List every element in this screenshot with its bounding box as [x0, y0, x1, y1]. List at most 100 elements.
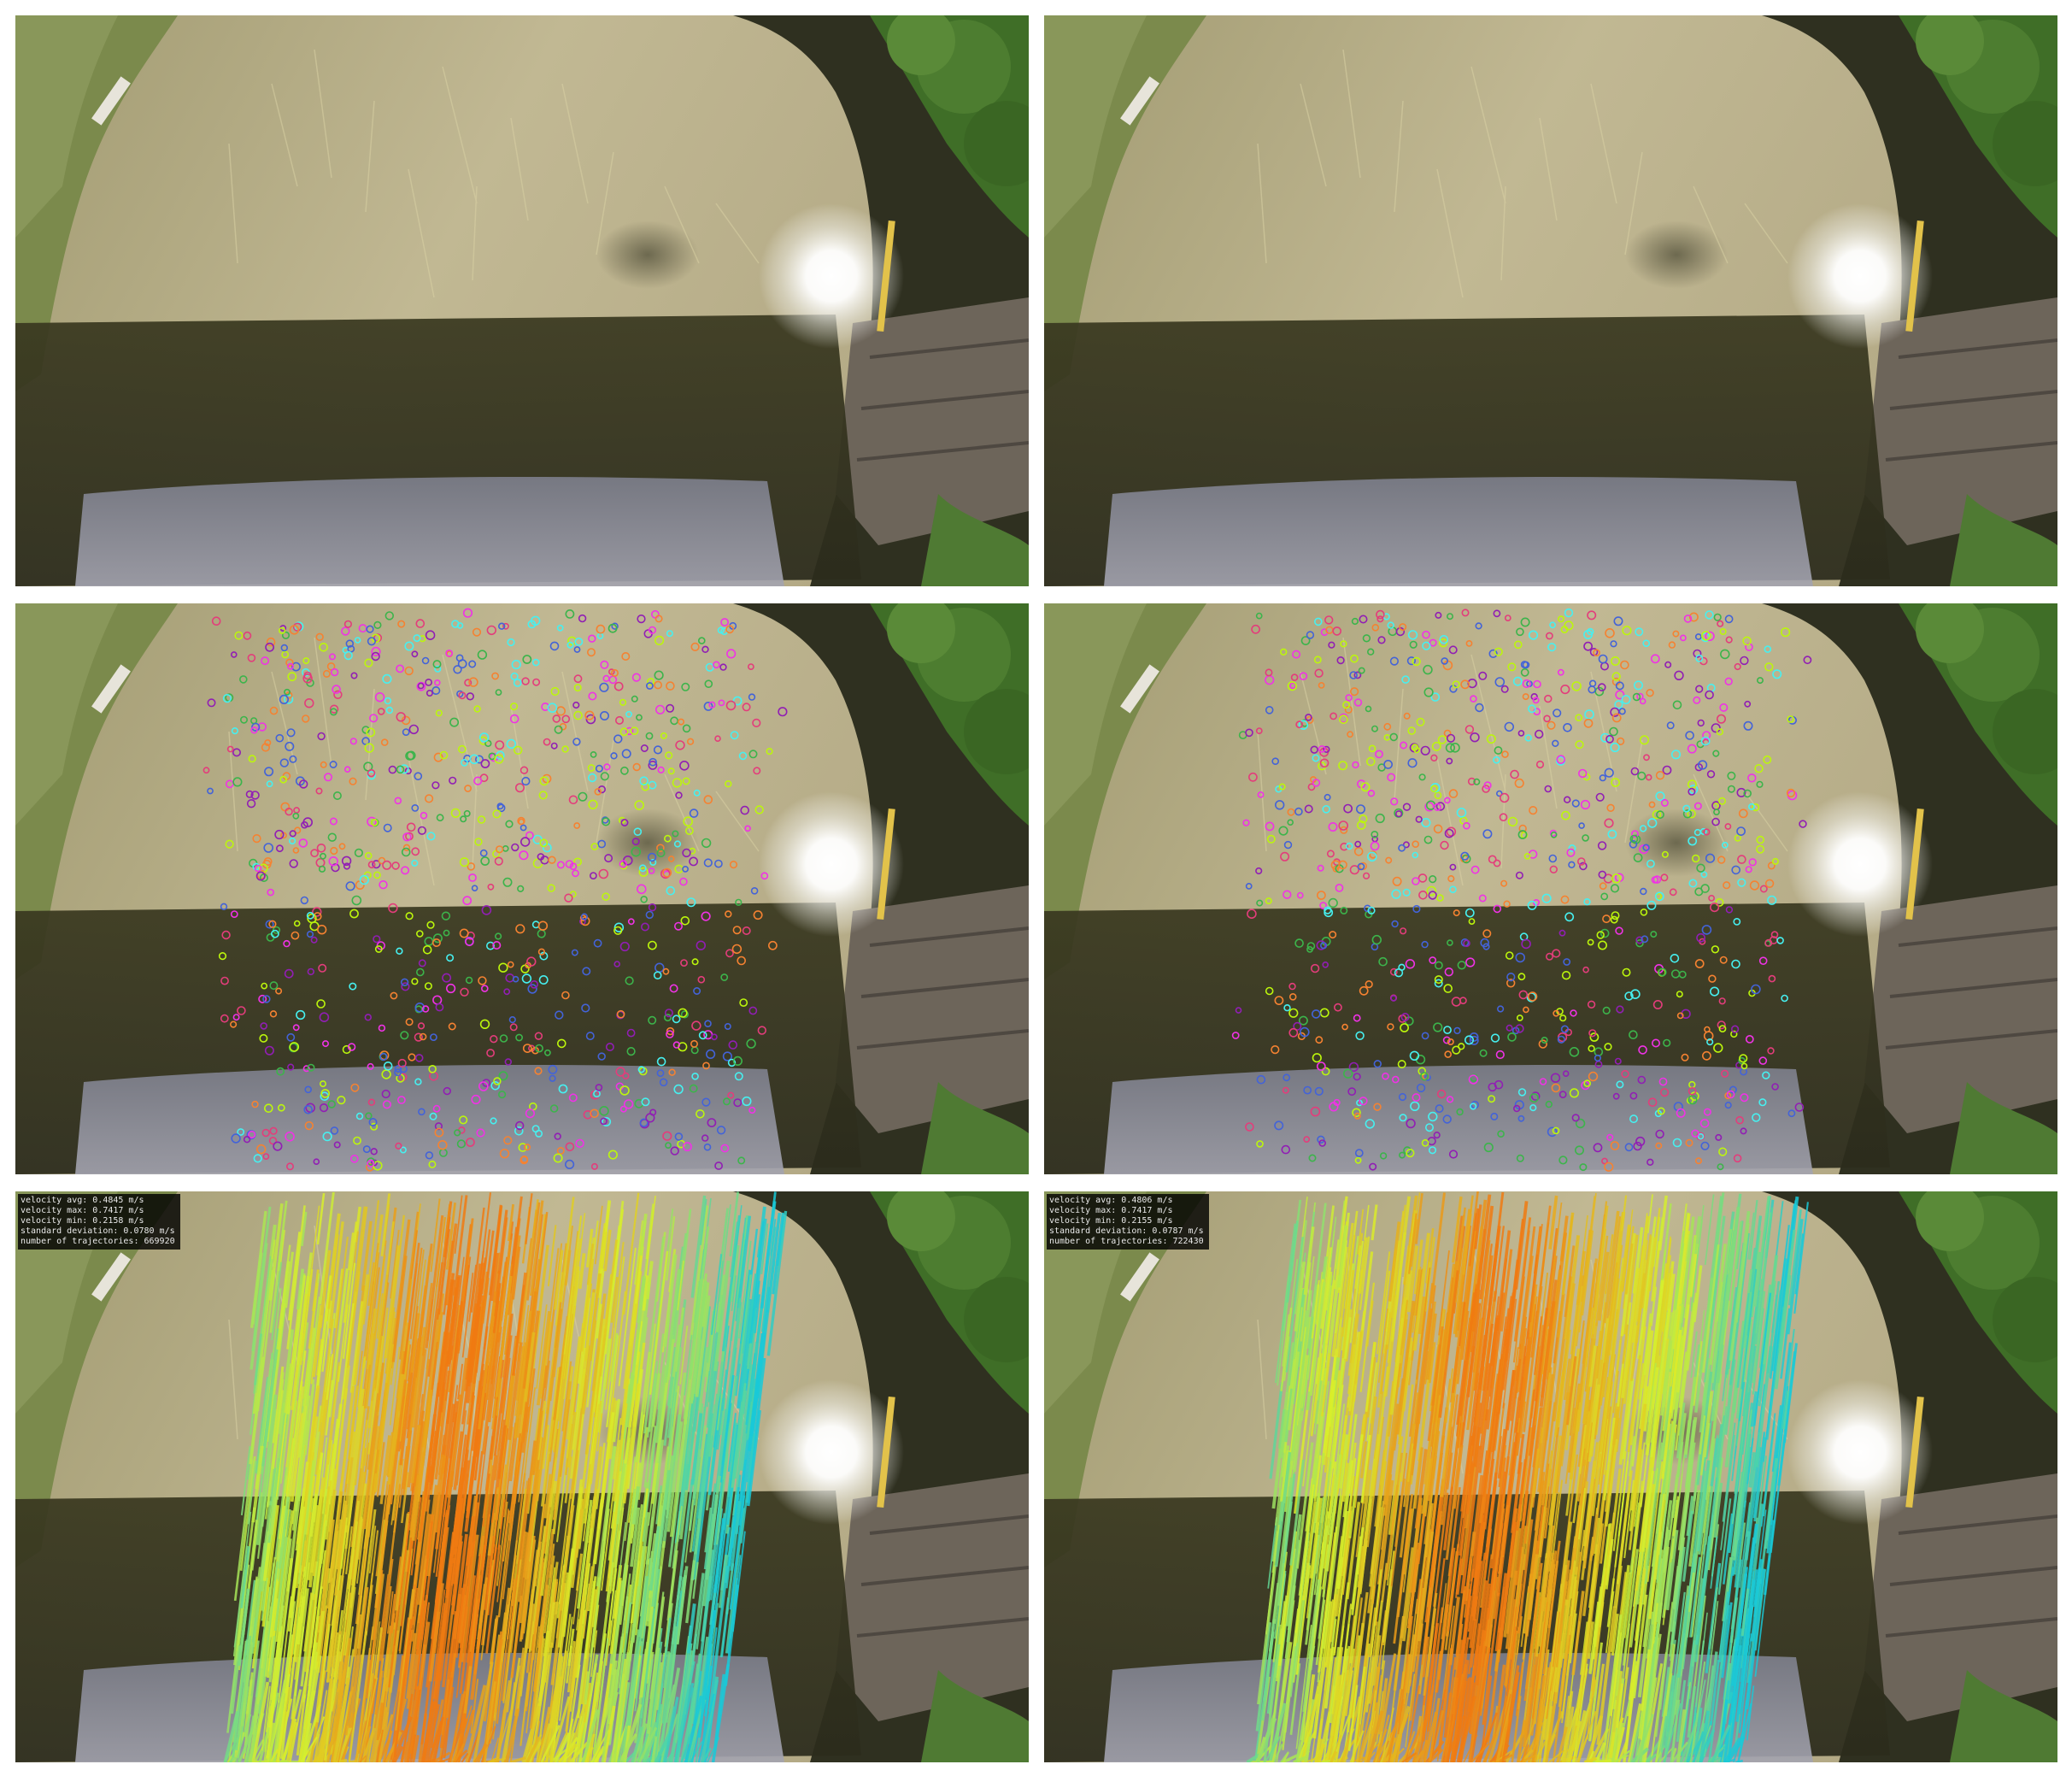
feature-point — [1510, 769, 1519, 779]
trajectory-streak — [453, 1431, 464, 1491]
feature-point — [417, 826, 427, 835]
trajectory-streak — [324, 1634, 342, 1761]
feature-point — [415, 619, 426, 628]
feature-point — [262, 995, 271, 1003]
feature-point — [1568, 844, 1576, 852]
trajectory-streak — [624, 1456, 637, 1542]
feature-point — [321, 1040, 329, 1048]
feature-point — [654, 635, 665, 646]
feature-point — [746, 1038, 756, 1049]
trajectory-streak — [417, 1514, 431, 1606]
feature-point — [347, 1043, 356, 1051]
trajectory-streak — [437, 1312, 443, 1350]
trajectory-streak — [1643, 1326, 1652, 1376]
trajectory-streak — [684, 1334, 693, 1396]
feature-point — [760, 872, 769, 880]
feature-point — [1495, 1050, 1505, 1060]
feature-point — [1551, 1083, 1561, 1093]
trajectory-streak — [602, 1705, 616, 1762]
feature-point — [369, 714, 379, 723]
trajectory-streak — [238, 1588, 250, 1667]
feature-point — [1293, 1021, 1302, 1031]
trajectory-streak — [1409, 1219, 1418, 1267]
feature-point — [381, 1089, 390, 1099]
feature-point — [306, 931, 314, 938]
feature-point — [590, 1109, 599, 1119]
trajectory-streak — [1341, 1234, 1356, 1338]
feature-point — [1513, 640, 1523, 650]
feature-point — [737, 1156, 746, 1165]
trajectory-streak — [514, 1305, 530, 1416]
trajectory-streak — [456, 1709, 476, 1762]
feature-point — [474, 755, 484, 764]
feature-point — [274, 829, 285, 840]
trajectory-streak — [240, 1445, 251, 1516]
feature-point — [1655, 1129, 1664, 1139]
feature-point — [718, 699, 725, 707]
feature-point — [750, 886, 759, 895]
feature-point — [366, 727, 376, 738]
trajectory-streak — [1641, 1649, 1651, 1711]
feature-point — [1493, 609, 1501, 618]
feature-point — [492, 850, 501, 858]
trajectory-streak — [760, 1226, 777, 1332]
trajectory-streak — [388, 1541, 408, 1688]
trajectory-streak — [610, 1658, 627, 1762]
feature-point — [1547, 1126, 1558, 1138]
feature-point — [653, 745, 663, 755]
feature-point — [268, 1136, 278, 1145]
trajectory-streak — [689, 1425, 707, 1553]
feature-point — [1434, 979, 1443, 988]
trajectory-streak — [399, 1383, 408, 1442]
feature-point — [1443, 1026, 1452, 1034]
feature-point — [322, 1132, 332, 1142]
feature-point — [1521, 938, 1531, 950]
feature-point — [693, 986, 701, 995]
feature-point — [1704, 1026, 1711, 1033]
trajectory-streak — [1306, 1203, 1327, 1350]
feature-point — [1426, 885, 1437, 897]
trajectory-streak — [330, 1638, 352, 1762]
feature-point — [1442, 1114, 1452, 1124]
feature-point — [600, 660, 609, 669]
feature-point — [1632, 692, 1641, 702]
trajectory-streak — [302, 1475, 316, 1572]
trajectory-streak — [1359, 1236, 1371, 1310]
feature-point — [1365, 1119, 1375, 1129]
feature-point — [619, 698, 627, 706]
trajectory-streak — [684, 1499, 694, 1563]
feature-point — [367, 637, 377, 646]
feature-point — [1283, 1004, 1291, 1012]
trajectory-streak — [469, 1574, 481, 1652]
trajectory-streak — [395, 1513, 410, 1611]
feature-point — [620, 819, 629, 827]
trajectory-streak — [1513, 1217, 1532, 1342]
feature-point — [727, 1091, 735, 1099]
feature-point — [653, 971, 662, 980]
feature-point — [732, 1056, 743, 1067]
feature-point — [518, 818, 525, 826]
feature-point — [1463, 939, 1470, 948]
feature-point — [1438, 638, 1448, 648]
feature-point — [1582, 966, 1589, 973]
trajectory-streak — [259, 1606, 273, 1701]
feature-point — [1738, 1056, 1746, 1065]
feature-point — [1303, 1085, 1312, 1095]
trajectory-streak — [464, 1416, 482, 1532]
trajectory-streak — [590, 1446, 603, 1529]
feature-point — [1539, 1078, 1547, 1085]
feature-point — [1468, 1074, 1479, 1085]
feature-point — [307, 913, 317, 924]
trajectory-streak — [1753, 1437, 1767, 1522]
feature-point — [645, 732, 654, 740]
feature-point — [599, 1105, 609, 1116]
trajectory-streak — [435, 1443, 454, 1578]
feature-point — [548, 1064, 558, 1074]
feature-point — [343, 862, 351, 870]
trajectory-streak — [1341, 1536, 1351, 1595]
trajectory-streak — [314, 1610, 325, 1669]
feature-point — [1400, 1012, 1410, 1021]
feature-point — [365, 1112, 373, 1120]
feature-point — [1646, 859, 1655, 868]
trajectory-streak — [1518, 1226, 1536, 1350]
